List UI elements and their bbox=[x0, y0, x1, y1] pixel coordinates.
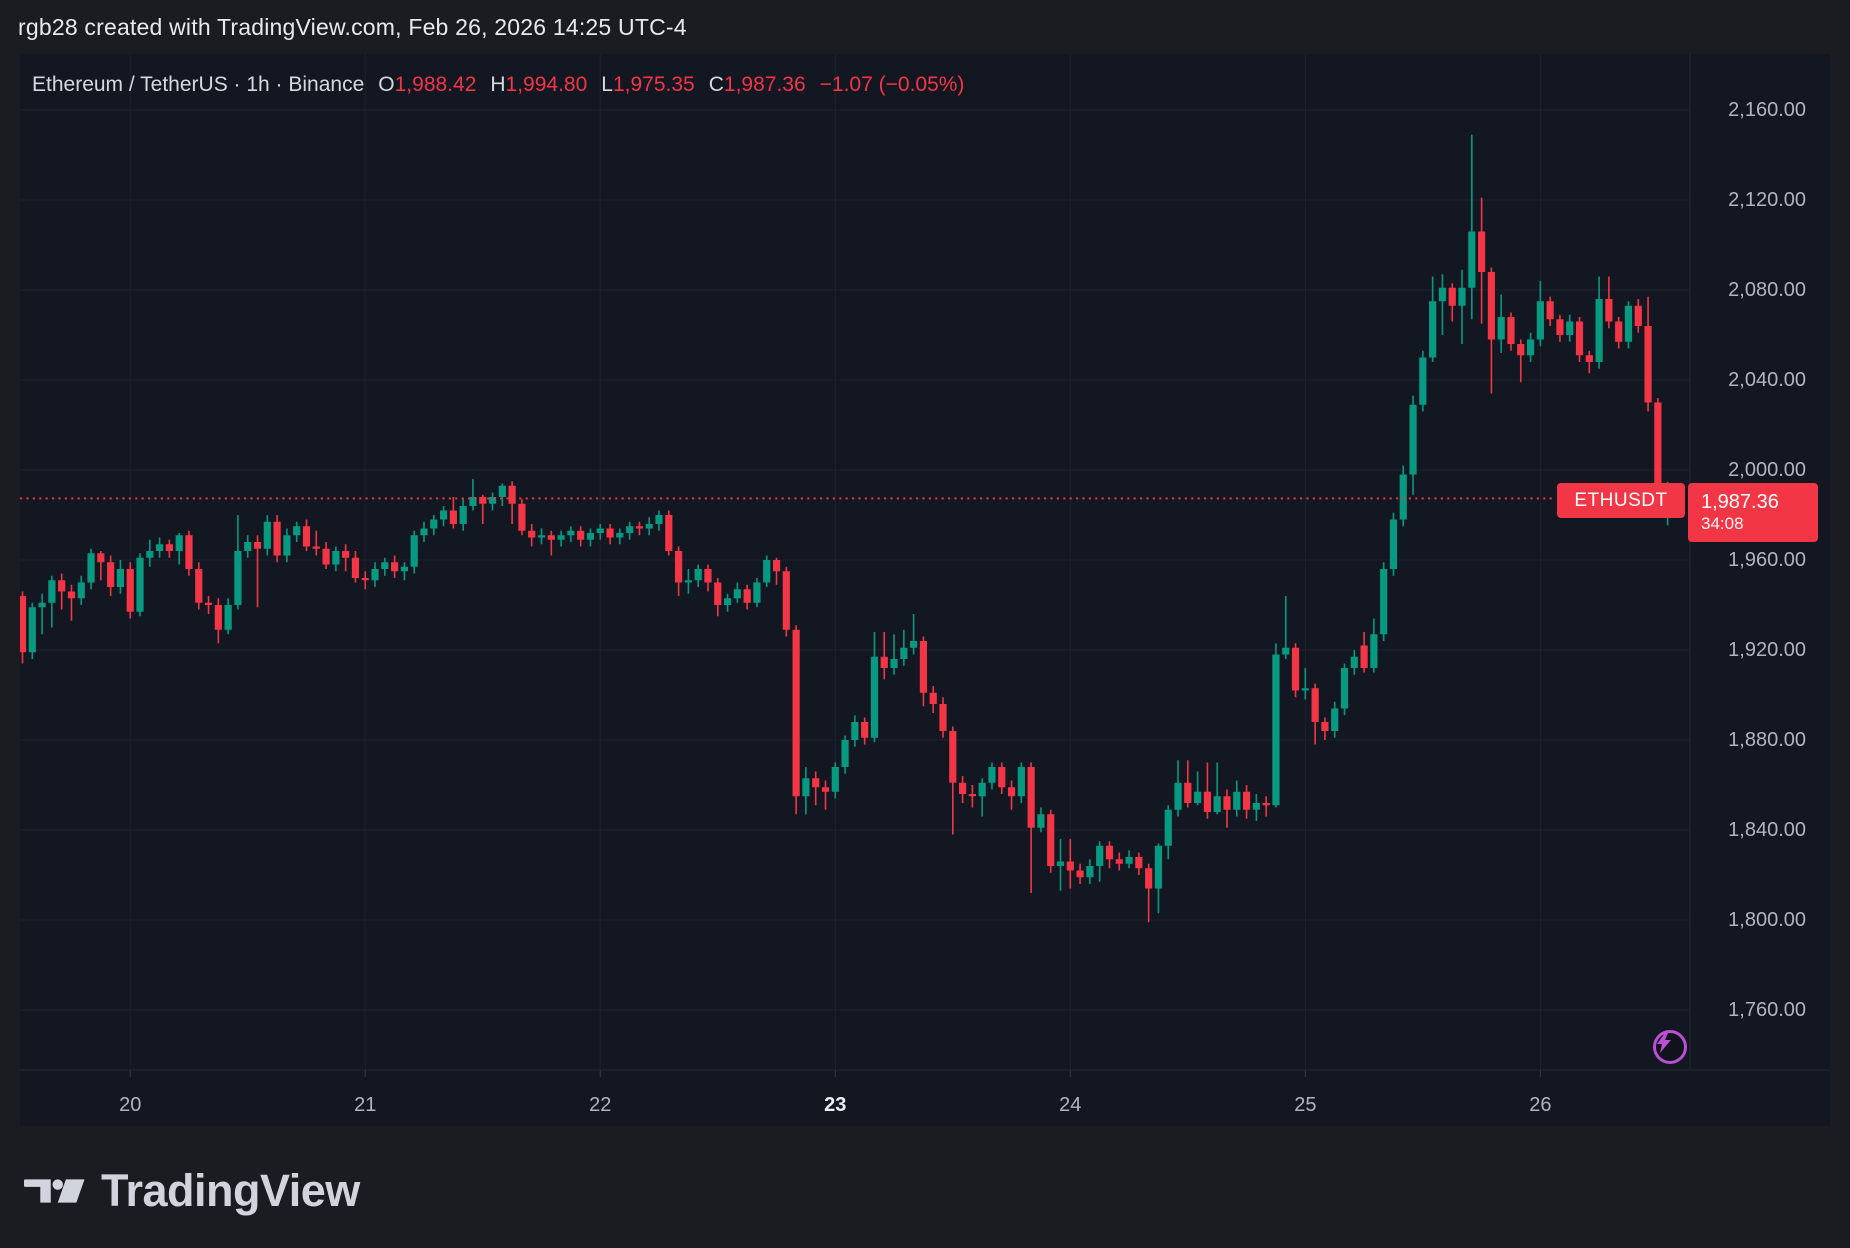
last-price-box[interactable]: 1,987.36 34:08 bbox=[1688, 483, 1818, 542]
time-tick: 21 bbox=[354, 1094, 377, 1116]
ohlc-close: C1,987.36 bbox=[708, 73, 806, 96]
tradingview-logo-text: TradingView bbox=[101, 1165, 360, 1216]
price-scale[interactable]: 2,160.00 2,120.00 2,080.00 2,040.00 2,000.00… bbox=[1690, 54, 1830, 1126]
time-tick: 20 bbox=[119, 1094, 142, 1116]
price-tick: 1,880.00 bbox=[1728, 729, 1806, 751]
price-tick: 1,920.00 bbox=[1728, 639, 1806, 661]
last-price-symbol-badge[interactable]: ETHUSDT bbox=[1557, 483, 1685, 518]
price-tick: 1,800.00 bbox=[1728, 909, 1806, 931]
ohlc-low: L1,975.35 bbox=[601, 73, 695, 96]
price-tick: 2,160.00 bbox=[1728, 99, 1806, 121]
attribution-bar: rgb28 created with TradingView.com, Feb … bbox=[0, 0, 1850, 54]
ohlc-open: O1,988.42 bbox=[378, 73, 477, 96]
price-tick: 2,040.00 bbox=[1728, 369, 1806, 391]
lightning-bolt-icon bbox=[1657, 1033, 1671, 1053]
candles-svg[interactable] bbox=[20, 54, 1830, 1126]
time-tick: 26 bbox=[1529, 1094, 1552, 1116]
price-tick: 2,120.00 bbox=[1728, 189, 1806, 211]
price-tick: 1,960.00 bbox=[1728, 549, 1806, 571]
time-scale[interactable]: 20 21 22 23 24 25 26 bbox=[20, 1070, 1690, 1126]
time-tick: 24 bbox=[1059, 1094, 1082, 1116]
last-price-value: 1,987.36 bbox=[1701, 491, 1779, 513]
chart-pane[interactable]: Ethereum / TetherUS · 1h · Binance O1,98… bbox=[20, 54, 1830, 1126]
time-tick: 23 bbox=[824, 1094, 847, 1116]
price-tick: 2,000.00 bbox=[1728, 459, 1806, 481]
flash-idea-button[interactable] bbox=[1653, 1030, 1687, 1064]
time-tick: 22 bbox=[589, 1094, 612, 1116]
tradingview-logo: TradingView bbox=[24, 1165, 360, 1216]
time-tick: 25 bbox=[1294, 1094, 1317, 1116]
symbol-legend[interactable]: Ethereum / TetherUS · 1h · Binance O1,98… bbox=[32, 70, 964, 100]
last-price-symbol: ETHUSDT bbox=[1574, 489, 1668, 511]
candle-countdown: 34:08 bbox=[1701, 514, 1744, 533]
price-tick: 1,760.00 bbox=[1728, 999, 1806, 1021]
tradingview-logo-icon bbox=[24, 1179, 85, 1203]
price-tick: 1,840.00 bbox=[1728, 819, 1806, 841]
ohlc-high: H1,994.80 bbox=[490, 73, 588, 96]
price-tick: 2,080.00 bbox=[1728, 279, 1806, 301]
symbol-title: Ethereum / TetherUS · 1h · Binance bbox=[32, 73, 365, 96]
price-change: −1.07 (−0.05%) bbox=[819, 73, 965, 96]
attribution-text: rgb28 created with TradingView.com, Feb … bbox=[18, 14, 687, 40]
